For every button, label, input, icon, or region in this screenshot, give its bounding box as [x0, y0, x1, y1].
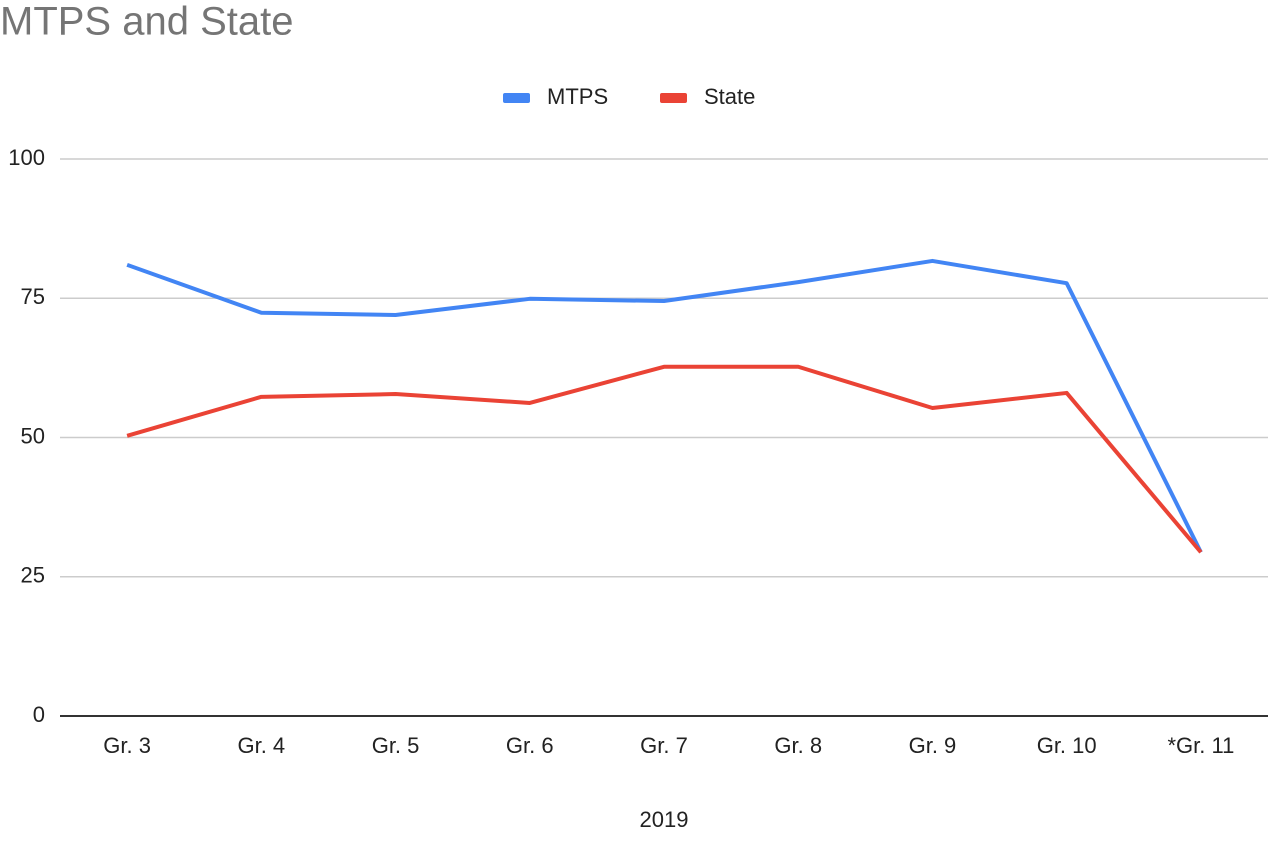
- x-tick-label: Gr. 9: [909, 733, 957, 758]
- x-tick-label: Gr. 3: [103, 733, 151, 758]
- y-tick-label: 25: [21, 563, 45, 588]
- legend-label: MTPS: [547, 84, 608, 109]
- line-series: [126, 364, 1203, 554]
- x-tick-label: Gr. 7: [640, 733, 688, 758]
- x-tick-label: Gr. 10: [1037, 733, 1097, 758]
- x-axis-label: 2019: [640, 807, 689, 832]
- y-tick-label: 0: [33, 702, 45, 727]
- legend-swatch: [503, 93, 530, 103]
- legend-swatch: [660, 93, 687, 103]
- chart-title: MTPS and State: [0, 0, 293, 44]
- line-series: [126, 258, 1203, 554]
- y-tick-label: 50: [21, 423, 45, 448]
- x-tick-label: Gr. 4: [237, 733, 285, 758]
- x-tick-label: Gr. 5: [372, 733, 420, 758]
- y-tick-label: 100: [8, 145, 45, 170]
- legend-label: State: [704, 84, 755, 109]
- y-tick-label: 75: [21, 284, 45, 309]
- x-tick-label: Gr. 8: [774, 733, 822, 758]
- x-tick-label: *Gr. 11: [1167, 733, 1234, 758]
- x-tick-label: Gr. 6: [506, 733, 554, 758]
